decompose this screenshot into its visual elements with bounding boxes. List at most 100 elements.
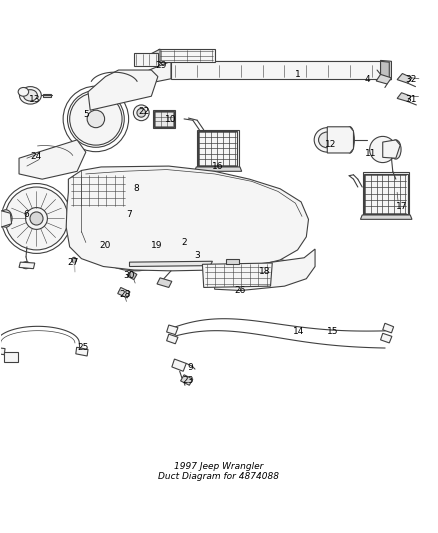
Polygon shape	[76, 348, 88, 356]
Bar	[43, 94, 51, 97]
Polygon shape	[383, 323, 394, 333]
Polygon shape	[327, 127, 353, 153]
Text: 5: 5	[83, 110, 89, 119]
Text: 8: 8	[133, 184, 139, 193]
Polygon shape	[202, 263, 272, 287]
Ellipse shape	[137, 108, 146, 117]
Ellipse shape	[391, 140, 401, 159]
Polygon shape	[166, 325, 178, 335]
Polygon shape	[171, 61, 381, 70]
Polygon shape	[145, 61, 171, 83]
Ellipse shape	[19, 87, 41, 104]
Polygon shape	[360, 215, 412, 220]
Text: 12: 12	[325, 140, 336, 149]
Polygon shape	[376, 75, 392, 84]
Polygon shape	[397, 93, 411, 101]
Ellipse shape	[318, 132, 336, 148]
Text: 31: 31	[405, 95, 417, 104]
Text: 26: 26	[234, 286, 246, 295]
Bar	[154, 111, 174, 127]
Text: 11: 11	[365, 149, 377, 158]
Polygon shape	[149, 49, 160, 67]
Text: 15: 15	[327, 327, 338, 336]
Text: 20: 20	[100, 241, 111, 250]
Polygon shape	[226, 259, 239, 264]
Polygon shape	[381, 333, 392, 343]
Text: 3: 3	[194, 251, 200, 260]
Ellipse shape	[72, 257, 76, 263]
Text: 10: 10	[165, 115, 177, 124]
Polygon shape	[134, 53, 158, 66]
Polygon shape	[88, 70, 158, 110]
Ellipse shape	[346, 127, 354, 153]
Text: 14: 14	[293, 327, 304, 336]
Text: 13: 13	[29, 95, 40, 104]
Polygon shape	[19, 140, 86, 179]
Text: 24: 24	[30, 152, 41, 161]
Polygon shape	[180, 375, 193, 385]
Bar	[135, 54, 156, 65]
Polygon shape	[118, 287, 130, 298]
Ellipse shape	[186, 66, 195, 72]
Ellipse shape	[30, 212, 43, 225]
Bar	[198, 131, 237, 166]
Bar	[205, 264, 270, 286]
Polygon shape	[0, 348, 5, 354]
Ellipse shape	[63, 86, 129, 152]
Text: 29: 29	[155, 61, 167, 70]
Ellipse shape	[70, 93, 122, 145]
Text: 27: 27	[67, 257, 78, 266]
Text: 1997 Jeep Wrangler
Duct Diagram for 4874088: 1997 Jeep Wrangler Duct Diagram for 4874…	[159, 462, 279, 481]
Ellipse shape	[134, 105, 149, 120]
Polygon shape	[171, 61, 381, 79]
Ellipse shape	[67, 91, 124, 147]
Polygon shape	[122, 210, 136, 216]
Text: 30: 30	[124, 271, 135, 280]
Polygon shape	[381, 61, 389, 79]
Text: 7: 7	[127, 209, 132, 219]
Text: 32: 32	[406, 75, 417, 84]
Bar	[364, 174, 408, 214]
Bar	[122, 210, 135, 216]
Polygon shape	[172, 359, 186, 372]
Text: 16: 16	[212, 163, 224, 172]
Bar	[160, 51, 212, 61]
Polygon shape	[66, 166, 308, 271]
Text: 9: 9	[188, 364, 194, 372]
Bar	[197, 130, 239, 167]
Text: 18: 18	[259, 267, 271, 276]
Polygon shape	[166, 334, 178, 344]
Bar	[4, 352, 18, 362]
Ellipse shape	[23, 90, 37, 101]
Text: 28: 28	[120, 290, 131, 300]
Polygon shape	[215, 249, 315, 290]
Ellipse shape	[370, 136, 396, 163]
Ellipse shape	[100, 225, 170, 265]
Polygon shape	[130, 261, 212, 266]
Bar	[363, 172, 409, 215]
Bar	[131, 177, 144, 199]
Bar	[152, 110, 175, 128]
Ellipse shape	[314, 128, 340, 152]
Text: 22: 22	[138, 107, 149, 116]
Polygon shape	[157, 278, 172, 287]
Ellipse shape	[0, 210, 12, 227]
Ellipse shape	[5, 187, 68, 250]
Ellipse shape	[183, 63, 198, 75]
Ellipse shape	[95, 220, 175, 271]
Polygon shape	[383, 140, 400, 158]
Ellipse shape	[108, 229, 162, 262]
Polygon shape	[194, 167, 242, 171]
Bar	[173, 65, 374, 77]
Polygon shape	[158, 49, 215, 62]
Text: 25: 25	[77, 343, 88, 352]
Polygon shape	[397, 74, 412, 83]
Bar	[130, 176, 145, 200]
Ellipse shape	[395, 199, 403, 207]
Text: 19: 19	[151, 241, 163, 250]
Polygon shape	[127, 271, 137, 280]
Text: 4: 4	[365, 75, 370, 84]
Ellipse shape	[391, 173, 404, 192]
Text: 23: 23	[183, 376, 194, 385]
Ellipse shape	[103, 239, 110, 248]
